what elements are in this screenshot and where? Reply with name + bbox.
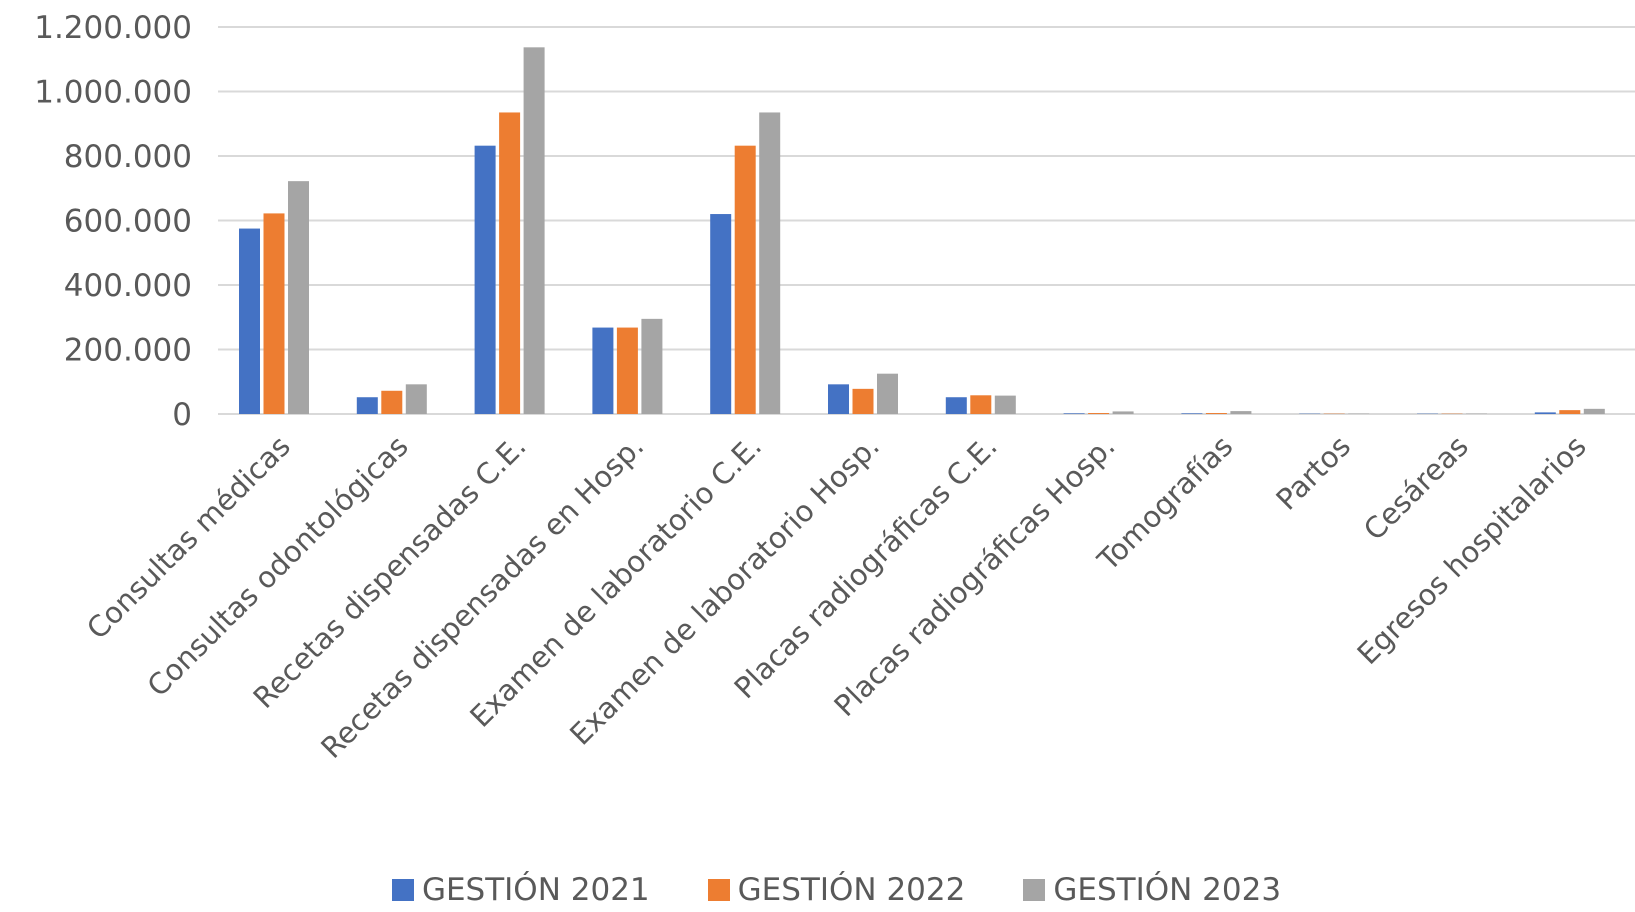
bar-3-3: [523, 47, 545, 414]
y-tick-label: 0: [172, 397, 192, 433]
legend-label-2021: GESTIÓN 2021: [421, 872, 650, 908]
legend-swatch-2023: [1023, 879, 1046, 901]
legend-label-2023: GESTIÓN 2023: [1053, 872, 1282, 908]
legend: GESTIÓN 2021 GESTIÓN 2022 GESTIÓN 2023: [0, 868, 1635, 912]
bar-2-9: [1205, 413, 1227, 414]
bar-1-1: [239, 228, 260, 414]
legend-item-2023: GESTIÓN 2023: [1023, 872, 1281, 908]
x-category-label: Partos: [1269, 429, 1357, 517]
legend-swatch-2022: [707, 879, 730, 901]
bar-1-5: [710, 214, 732, 414]
bar-1-2: [356, 397, 378, 414]
bar-1-3: [474, 145, 496, 414]
bar-3-5: [759, 112, 781, 415]
bar-chart: 0 200.000 400.000 600.000 800.000 1.000.000 1.…: [34, 10, 1635, 765]
legend-item-2021: GESTIÓN 2021: [391, 872, 650, 908]
x-category-label: Consultas médicas: [80, 429, 297, 646]
bar-2-8: [1088, 413, 1110, 414]
bar-3-7: [994, 395, 1016, 414]
bar-2-12: [1559, 410, 1581, 414]
bar-3-12: [1583, 408, 1605, 414]
x-category-label: Cesáreas: [1357, 429, 1475, 547]
legend-label-2022: GESTIÓN 2022: [737, 872, 966, 908]
bar-2-1: [263, 213, 285, 414]
y-tick-label: 1.200.000: [34, 10, 192, 46]
bar-1-9: [1181, 413, 1203, 414]
bar-3-6: [877, 373, 898, 414]
y-tick-label: 800.000: [64, 139, 192, 175]
bar-3-2: [405, 384, 427, 414]
y-tick-label: 400.000: [64, 268, 192, 304]
bar-2-5: [734, 145, 756, 414]
bar-1-8: [1063, 413, 1085, 414]
bar-2-6: [852, 388, 874, 414]
legend-item-2022: GESTIÓN 2022: [707, 872, 966, 908]
bar-1-4: [592, 327, 614, 414]
x-category-label: Egresos hospitalarios: [1351, 429, 1593, 671]
legend-swatch-2021: [391, 879, 414, 901]
bars: [239, 47, 1605, 415]
y-tick-label: 200.000: [64, 333, 192, 369]
bar-3-4: [641, 318, 663, 414]
gridlines: [218, 26, 1635, 415]
y-axis-ticks: 0 200.000 400.000 600.000 800.000 1.000.000 1.…: [34, 10, 192, 433]
bar-2-3: [499, 112, 521, 415]
y-tick-label: 1.000.000: [34, 75, 192, 111]
bar-2-4: [616, 327, 638, 414]
bar-1-7: [945, 397, 967, 414]
bar-3-8: [1112, 411, 1134, 414]
bar-1-6: [828, 384, 849, 414]
bar-3-1: [288, 181, 309, 414]
bar-3-9: [1230, 411, 1252, 414]
bar-2-7: [970, 395, 992, 414]
bar-2-2: [381, 390, 403, 414]
y-tick-label: 600.000: [64, 204, 192, 240]
bar-1-12: [1534, 412, 1556, 414]
